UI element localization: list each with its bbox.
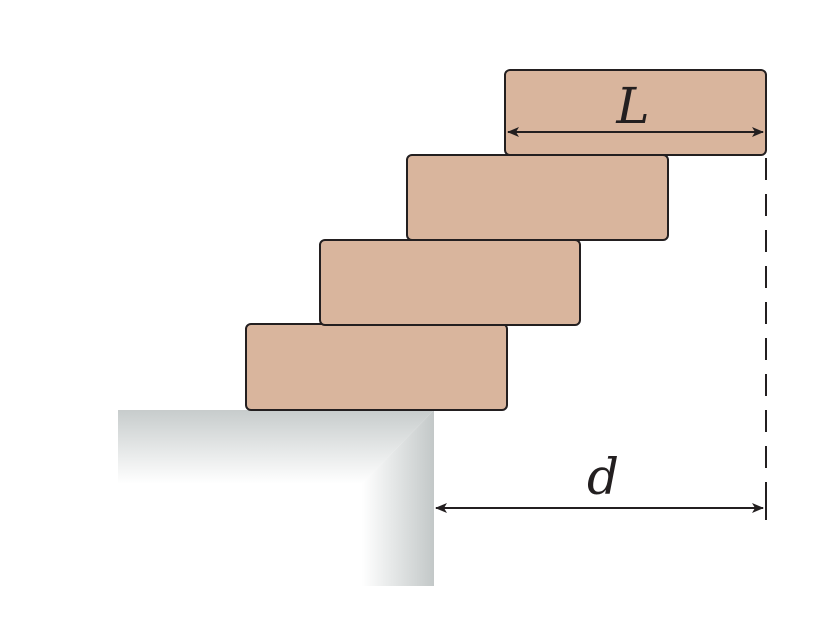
length-dimension: L: [507, 77, 764, 137]
table-top-surface: [118, 410, 434, 484]
block-2: [319, 239, 581, 326]
overhang-dimension: d: [435, 448, 767, 520]
length-label: L: [615, 77, 649, 135]
overhang-label: d: [587, 448, 619, 506]
block-3: [406, 154, 669, 241]
table: [118, 410, 434, 586]
block-stack: [245, 69, 767, 411]
table-side-surface: [362, 410, 434, 586]
block-1: [245, 323, 508, 411]
